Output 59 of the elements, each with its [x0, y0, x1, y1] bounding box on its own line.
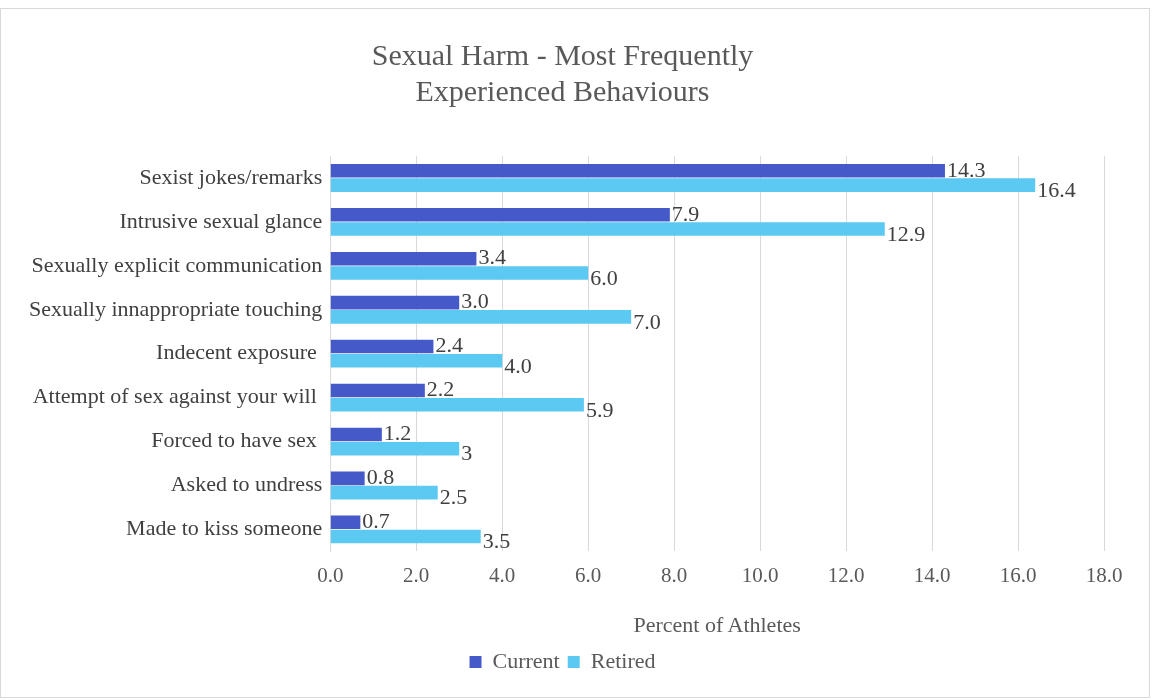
data-label: 1.2: [383, 420, 412, 446]
data-label: 7.9: [671, 200, 700, 226]
bar: [330, 529, 481, 544]
bar: [330, 222, 885, 236]
chart-title: Sexual Harm - Most Frequently Experienced Behaviours: [371, 37, 754, 107]
x-tick-label: 2.0: [403, 562, 430, 587]
bar: [330, 383, 425, 398]
data-label: 0.7: [362, 508, 390, 534]
data-label: 4.0: [504, 352, 532, 378]
bar: [330, 397, 584, 412]
data-label: 3.5: [482, 528, 511, 554]
x-tick-label: 4.0: [489, 562, 516, 587]
data-label: 5.9: [585, 396, 614, 422]
y-tick-label: Attempt of sex against your will: [32, 383, 323, 409]
y-tick-label: Sexually explicit communication: [31, 251, 323, 277]
x-tick-label: 6.0: [575, 562, 602, 587]
data-label: 12.9: [886, 220, 926, 246]
bar: [330, 266, 589, 280]
bar: [330, 310, 632, 324]
data-label: 2.2: [426, 376, 455, 402]
y-tick-label: Sexually innappropriate touching: [29, 295, 323, 321]
data-label: 3: [461, 440, 473, 466]
y-tick-label: Made to kiss someone: [126, 515, 323, 541]
bar: [330, 515, 361, 530]
bar: [330, 471, 365, 486]
data-label: 2.4: [435, 332, 463, 358]
legend-label: Retired: [590, 647, 656, 673]
legend-label: Current: [492, 647, 560, 673]
x-tick-label: 16.0: [999, 562, 1037, 587]
x-tick-label: 10.0: [741, 562, 779, 587]
bar: [330, 164, 945, 178]
bar: [330, 427, 382, 442]
y-tick-label: Forced to have sex: [151, 427, 323, 453]
bar: [330, 295, 460, 310]
y-tick-label: Sexist jokes/remarks: [139, 163, 323, 189]
bar: [330, 441, 460, 456]
bar: [330, 207, 670, 222]
x-axis-title: Percent of Athletes: [633, 611, 801, 637]
x-tick-label: 0.0: [317, 562, 344, 587]
x-tick-label: 18.0: [1085, 562, 1123, 587]
bar: [330, 251, 477, 266]
bar: [330, 485, 438, 500]
data-label: 3.4: [478, 244, 506, 270]
bar: [330, 178, 1036, 192]
x-tick-label: 14.0: [913, 562, 951, 587]
data-label: 0.8: [366, 464, 395, 490]
data-label: 7.0: [633, 308, 661, 334]
y-tick-label: Indecent exposure: [156, 339, 323, 365]
x-tick-label: 12.0: [827, 562, 865, 587]
bar: [330, 339, 434, 354]
x-tick-label: 8.0: [661, 562, 688, 587]
y-tick-label: Intrusive sexual glance: [119, 207, 323, 233]
bar: [330, 354, 503, 368]
data-label: 3.0: [461, 288, 489, 314]
data-label: 16.4: [1037, 176, 1076, 202]
data-label: 14.3: [946, 156, 986, 182]
data-label: 6.0: [590, 264, 618, 290]
data-label: 2.5: [439, 484, 468, 510]
y-tick-label: Asked to undress: [170, 471, 323, 497]
